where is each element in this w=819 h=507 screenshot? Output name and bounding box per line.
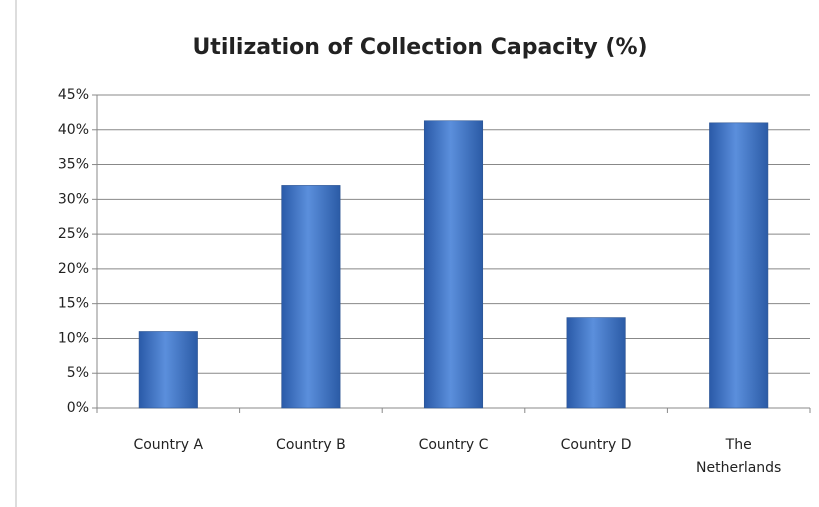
y-tick-label: 40%: [58, 122, 89, 138]
y-tick-label: 5%: [67, 365, 89, 381]
y-tick-label: 0%: [67, 400, 89, 416]
x-tick-label: Country C: [418, 437, 489, 453]
y-tick-label: 35%: [58, 157, 89, 173]
y-tick-label: 20%: [58, 261, 89, 277]
y-tick-label: 15%: [58, 296, 89, 312]
x-tick-label: Country A: [133, 437, 204, 453]
y-tick-label: 25%: [58, 226, 89, 242]
x-tick-label: Country B: [276, 437, 346, 453]
y-tick-label: 10%: [58, 330, 89, 346]
x-tick-label: The Netherlands: [696, 437, 782, 476]
y-tick-label: 45%: [58, 87, 89, 103]
bar: [281, 185, 341, 409]
bar: [566, 317, 626, 409]
bar: [138, 331, 198, 409]
x-tick-label: Country D: [560, 437, 632, 453]
y-tick-label: 30%: [58, 191, 89, 207]
bar: [709, 122, 769, 409]
chart-title: Utilization of Collection Capacity (%): [192, 35, 647, 60]
bar: [423, 120, 484, 409]
